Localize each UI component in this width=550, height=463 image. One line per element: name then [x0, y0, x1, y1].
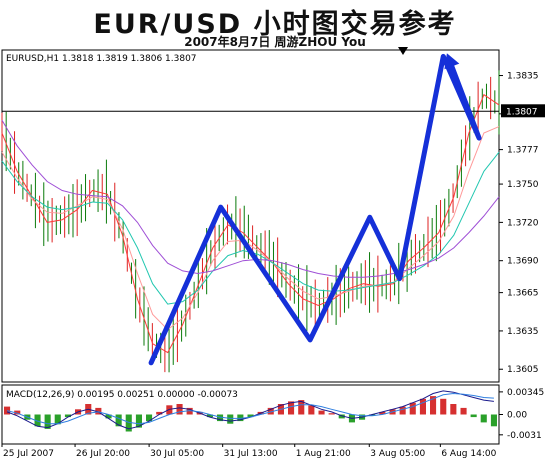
macd-line [6, 392, 494, 425]
moving-average-line [1, 93, 500, 354]
macd-bar [95, 407, 102, 415]
macd-bar [440, 398, 447, 415]
macd-bar [64, 414, 71, 418]
macd-bar [247, 414, 254, 418]
macd-bar [4, 406, 11, 415]
y-tick-label: 1.3635 [507, 327, 539, 337]
x-tick-label: 30 Jul 05:00 [150, 449, 204, 459]
chart-subtitle: 2007年8月7日 周游ZHOU You [184, 35, 366, 49]
wave-path [148, 53, 482, 366]
macd-axis: 0.00345 0.00 -0.0031 [499, 388, 544, 441]
macd-bar [34, 414, 41, 427]
macd-bar [186, 407, 193, 415]
macd-bar [470, 414, 477, 418]
macd-bar [450, 404, 457, 415]
moving-average-line [1, 126, 500, 331]
y-tick-label: 1.3835 [507, 72, 539, 82]
macd-tick-label: 0.00345 [507, 388, 544, 398]
price-axis: 1.38351.38051.37771.37501.37201.36901.36… [2, 72, 545, 375]
x-tick-label: 6 Aug 14:00 [441, 449, 496, 459]
macd-tick-label: -0.0031 [507, 431, 542, 441]
y-tick-label: 1.3750 [507, 180, 539, 190]
current-price-label: 1.3807 [506, 107, 538, 117]
macd-bar [460, 407, 467, 415]
wave-line [148, 53, 482, 366]
macd-bar [44, 414, 51, 429]
macd-bar [328, 413, 335, 415]
macd-bar [54, 414, 61, 425]
macd-bar [156, 411, 163, 415]
macd-bar [267, 407, 274, 415]
macd-bar [14, 410, 21, 415]
y-tick-label: 1.3665 [507, 289, 539, 299]
macd-bar [288, 401, 295, 415]
macd-bar [166, 405, 173, 415]
macd-bar [135, 414, 142, 428]
symbol-label: EURUSD,H1 1.3818 1.3819 1.3806 1.3807 [6, 54, 197, 64]
macd-bar [338, 414, 345, 419]
macd-bar [227, 414, 234, 424]
chart-title: EUR/USD 小时图交易参考 [93, 9, 457, 40]
macd-bar [206, 414, 213, 418]
current-price-badge [501, 104, 545, 118]
macd-tick-label: 0.00 [507, 411, 527, 421]
y-tick-label: 1.3777 [507, 146, 539, 156]
x-tick-label: 31 Jul 13:00 [224, 449, 278, 459]
y-tick-label: 1.3690 [507, 257, 539, 267]
macd-bar [105, 414, 112, 419]
y-tick-label: 1.3720 [507, 218, 539, 228]
macd-bar [409, 402, 416, 415]
macd-histogram [4, 396, 497, 432]
macd-bar [480, 414, 487, 423]
macd-bar [298, 400, 305, 415]
x-tick-label: 1 Aug 21:00 [296, 449, 351, 459]
macd-bar [430, 396, 437, 415]
macd-bar [369, 414, 376, 416]
macd-bar [379, 411, 386, 415]
macd-label: MACD(12,26,9) 0.00195 0.00251 0.00000 -0… [6, 390, 238, 400]
moving-average-line [1, 119, 500, 278]
macd-lines [6, 390, 494, 430]
macd-bar [419, 398, 426, 415]
x-tick-label: 3 Aug 05:00 [370, 449, 425, 459]
time-axis: 25 Jul 2007 26 Jul 20:00 30 Jul 05:00 31 Ju… [1, 444, 497, 459]
macd-bar [308, 405, 315, 415]
macd-bar [399, 406, 406, 415]
macd-bar [490, 414, 497, 427]
y-tick-label: 1.3605 [507, 365, 539, 375]
macd-bar [115, 414, 122, 427]
macd-bar [146, 414, 153, 422]
x-tick-label: 25 Jul 2007 [3, 449, 54, 459]
macd-bar [125, 414, 132, 432]
macd-bar [237, 414, 244, 422]
x-tick-label: 26 Jul 20:00 [76, 449, 130, 459]
price-panel [1, 49, 500, 383]
triangle-marker-icon [398, 47, 408, 55]
macd-bar [217, 414, 224, 422]
macd-bar [318, 410, 325, 415]
arrowhead-icon [444, 53, 460, 70]
macd-bar [176, 404, 183, 415]
